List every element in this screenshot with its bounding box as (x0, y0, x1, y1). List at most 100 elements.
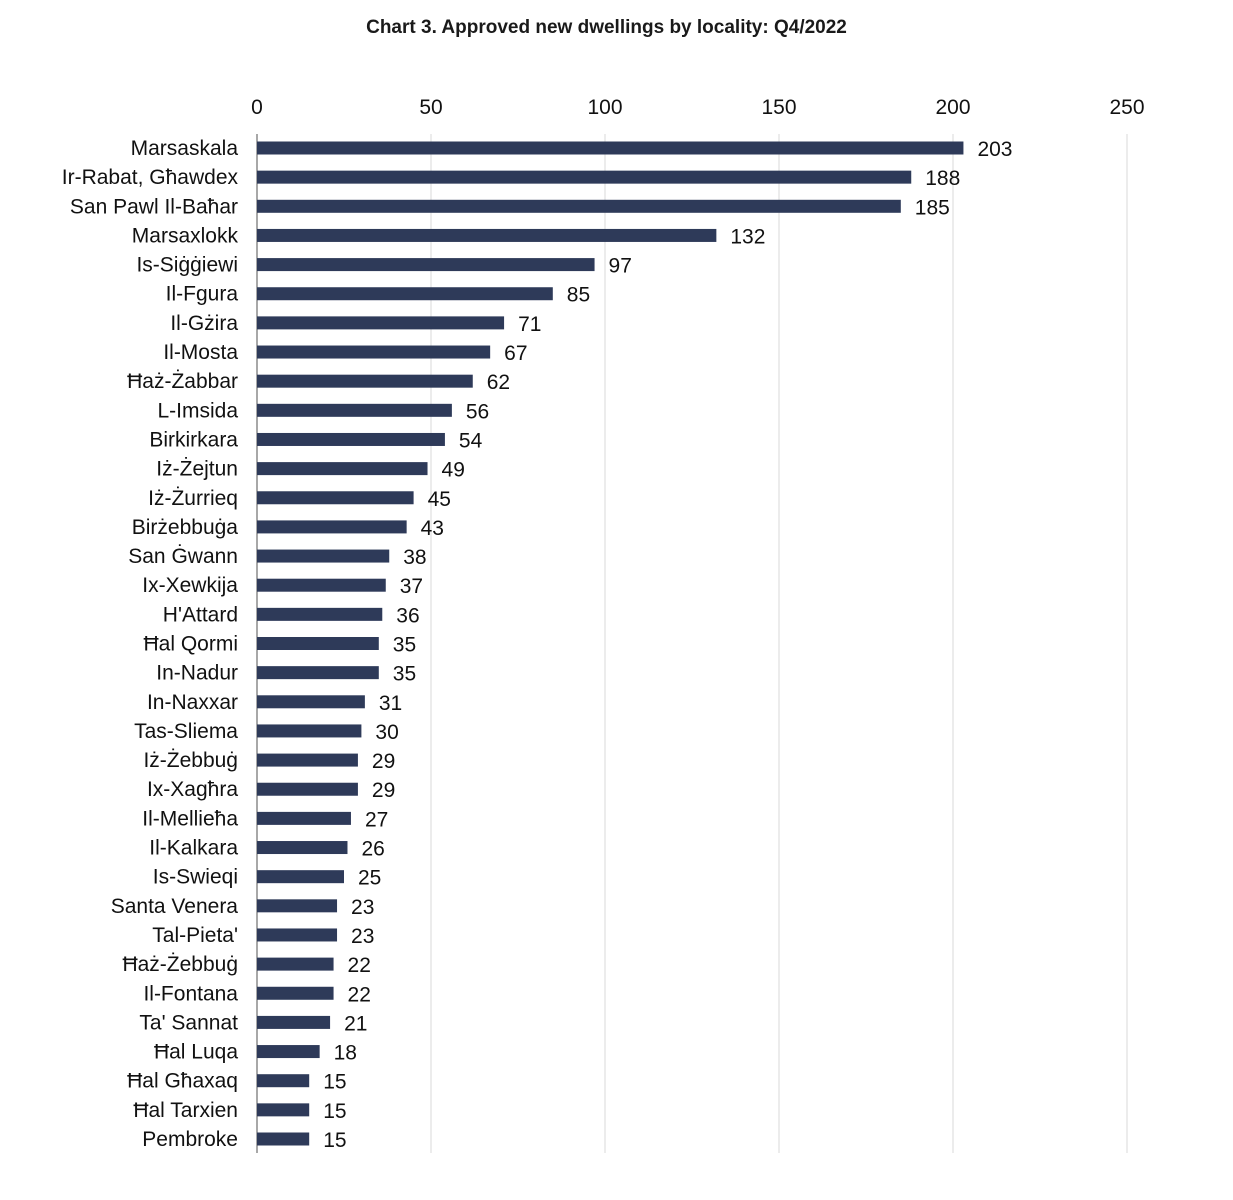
data-label: 37 (400, 575, 423, 598)
data-label: 23 (351, 925, 374, 948)
bar (257, 986, 334, 1000)
category-label: Birkirkara (149, 428, 238, 451)
category-label: Il-Kalkara (149, 837, 238, 860)
bar (257, 637, 379, 650)
bar (257, 1103, 310, 1117)
bar (257, 287, 553, 301)
data-label: 43 (421, 517, 444, 540)
category-label: Ħal Tarxien (133, 1099, 238, 1122)
bar (257, 957, 334, 971)
data-label: 203 (977, 138, 1012, 161)
data-label: 85 (567, 284, 590, 307)
bar (257, 549, 390, 563)
data-label: 15 (323, 1129, 346, 1152)
bar (257, 1132, 310, 1146)
data-label: 62 (487, 371, 510, 394)
x-tick-label: 150 (761, 96, 796, 119)
x-tick-label: 0 (251, 96, 263, 119)
bar (257, 841, 348, 855)
data-label: 31 (379, 692, 402, 715)
data-label: 18 (334, 1042, 357, 1065)
data-label: 15 (323, 1071, 346, 1094)
data-label: 21 (344, 1012, 367, 1035)
category-label: Iż-Żejtun (156, 458, 238, 481)
category-label: Il-Fontana (143, 982, 238, 1005)
bar (257, 345, 491, 359)
bar (257, 258, 595, 272)
bar (257, 811, 351, 825)
category-label: Ħal Luqa (154, 1041, 238, 1064)
category-label: Marsaxlokk (132, 224, 239, 247)
data-label: 27 (365, 808, 388, 831)
bar (257, 1015, 331, 1029)
data-label: 49 (442, 459, 465, 482)
data-label: 22 (348, 983, 371, 1006)
bar (257, 141, 964, 155)
data-label: 97 (609, 255, 632, 278)
category-label: Ħaż-Żebbuġ (122, 953, 238, 976)
bar (257, 316, 505, 330)
bar (257, 491, 414, 505)
bar (257, 1074, 310, 1088)
bar (257, 170, 912, 184)
data-label: 35 (393, 663, 416, 686)
category-label: Ix-Xewkija (142, 574, 238, 597)
category-label: L-Imsida (157, 399, 238, 422)
category-label: Il-Mellieħa (142, 807, 238, 830)
bar (257, 928, 338, 942)
bar (257, 403, 452, 417)
category-label: Il-Gżira (170, 312, 238, 335)
bar (257, 520, 407, 534)
category-label: Tas-Sliema (134, 720, 238, 743)
category-label: Ta' Sannat (139, 1011, 238, 1034)
bar (257, 432, 445, 446)
category-label: San Pawl Il-Baħar (70, 195, 238, 218)
data-label: 185 (915, 196, 950, 219)
data-label: 25 (358, 867, 381, 890)
data-label: 71 (518, 313, 541, 336)
bar (257, 199, 901, 213)
data-label: 30 (375, 721, 398, 744)
data-label: 38 (403, 546, 426, 569)
data-label: 45 (428, 488, 451, 511)
category-label: In-Nadur (156, 662, 238, 685)
category-label: Iż-Żurrieq (148, 487, 238, 510)
bar (257, 782, 358, 796)
category-label: Is-Siġġiewi (136, 254, 238, 277)
data-label: 29 (372, 779, 395, 802)
bar (257, 870, 344, 884)
data-label: 35 (393, 634, 416, 657)
data-label: 67 (504, 342, 527, 365)
data-label: 26 (361, 838, 384, 861)
bar (257, 374, 473, 388)
category-label: Iż-Żebbuġ (143, 749, 238, 772)
x-tick-label: 250 (1109, 96, 1144, 119)
x-tick-label: 100 (587, 96, 622, 119)
category-label: Il-Fgura (166, 283, 239, 306)
data-label: 36 (396, 604, 419, 627)
bar (257, 666, 379, 680)
data-label: 22 (348, 954, 371, 977)
category-label: San Ġwann (128, 545, 238, 568)
category-label: Il-Mosta (163, 341, 238, 364)
category-label: Ħaż-Żabbar (127, 370, 238, 393)
bar (257, 1045, 320, 1059)
category-label: Birżebbuġa (132, 516, 239, 539)
bar (257, 578, 386, 592)
bar (257, 228, 717, 242)
data-label: 15 (323, 1100, 346, 1123)
category-label: Ix-Xagħra (147, 778, 238, 801)
bar (257, 899, 338, 913)
data-label: 188 (925, 167, 960, 190)
category-label: Is-Swieqi (153, 866, 238, 889)
bar (257, 462, 428, 476)
data-label: 54 (459, 429, 483, 452)
bar (257, 753, 358, 767)
category-label: In-Naxxar (147, 691, 238, 714)
category-label: Ir-Rabat, Għawdex (62, 166, 239, 189)
bar (257, 724, 362, 738)
chart-title: Chart 3. Approved new dwellings by local… (366, 17, 847, 38)
data-label: 23 (351, 896, 374, 919)
bar (257, 695, 365, 709)
